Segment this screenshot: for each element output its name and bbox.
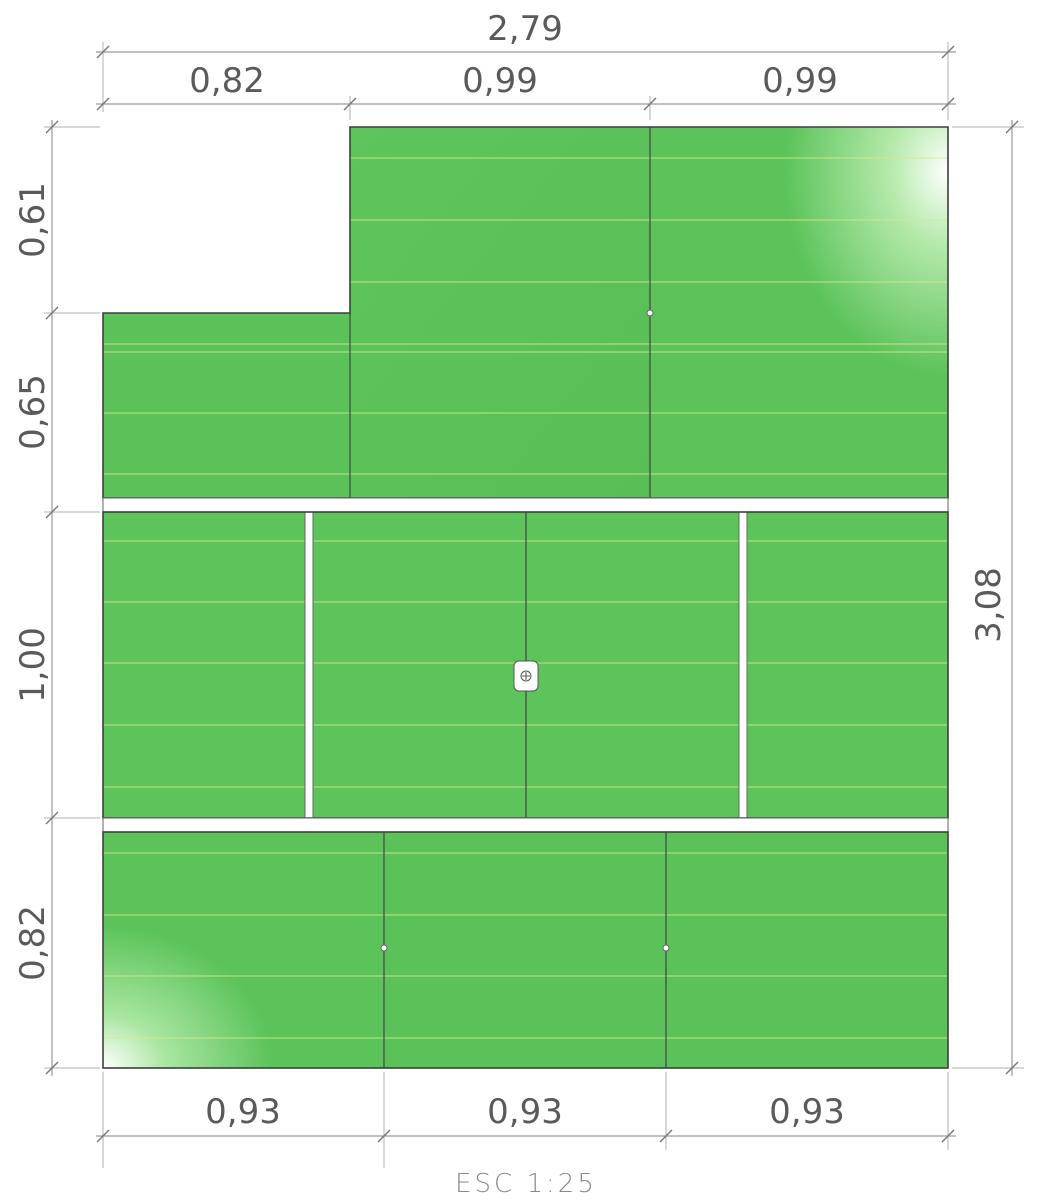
bottom-seam-point-1 [380, 944, 388, 952]
gap-band-2 [102, 817, 949, 833]
top-segment-2-label: 0,99 [462, 61, 538, 101]
top-course-lines [103, 157, 948, 475]
top-right-panel [650, 127, 948, 498]
bottom-segment-dimensions: 0,93 0,93 0,93 [96, 1072, 956, 1168]
bottom-course-lines [103, 852, 948, 1039]
left-segment-1-label: 0,61 [13, 182, 53, 258]
scale-label: ESC 1:25 [455, 1169, 597, 1199]
right-total-dimension: 3,08 [952, 120, 1024, 1076]
left-segment-dimensions: 0,61 0,65 1,00 0,82 [13, 120, 100, 1076]
top-total-label: 2,79 [487, 9, 563, 49]
bottom-segment-2-label: 0,93 [487, 1092, 563, 1132]
bottom-seam-point-2 [662, 944, 670, 952]
top-left-panel [103, 313, 350, 498]
top-segment-1-label: 0,82 [189, 61, 265, 101]
top-total-dimension: 2,79 [96, 9, 956, 120]
top-segment-3-label: 0,99 [762, 61, 838, 101]
floor-drain-icon [513, 660, 539, 692]
middle-gap-right [738, 511, 748, 819]
left-segment-3-label: 1,00 [13, 627, 53, 703]
top-segment-dimensions: 0,82 0,99 0,99 [96, 61, 956, 120]
top-seam-point [646, 309, 654, 317]
bottom-segment-1-label: 0,93 [205, 1092, 281, 1132]
bottom-segment-3-label: 0,93 [769, 1092, 845, 1132]
bottom-outline [102, 831, 949, 1069]
left-segment-2-label: 0,65 [13, 374, 53, 450]
gap-band-1 [102, 497, 949, 513]
top-middle-panel [350, 127, 650, 498]
top-panel-group [102, 126, 949, 499]
bottom-panel-group [102, 831, 949, 1069]
middle-gap-left [304, 511, 314, 819]
left-segment-4-label: 0,82 [13, 905, 53, 981]
middle-panel-group [102, 511, 949, 819]
bottom-left-highlight [103, 832, 386, 1068]
right-total-label: 3,08 [969, 567, 1009, 643]
